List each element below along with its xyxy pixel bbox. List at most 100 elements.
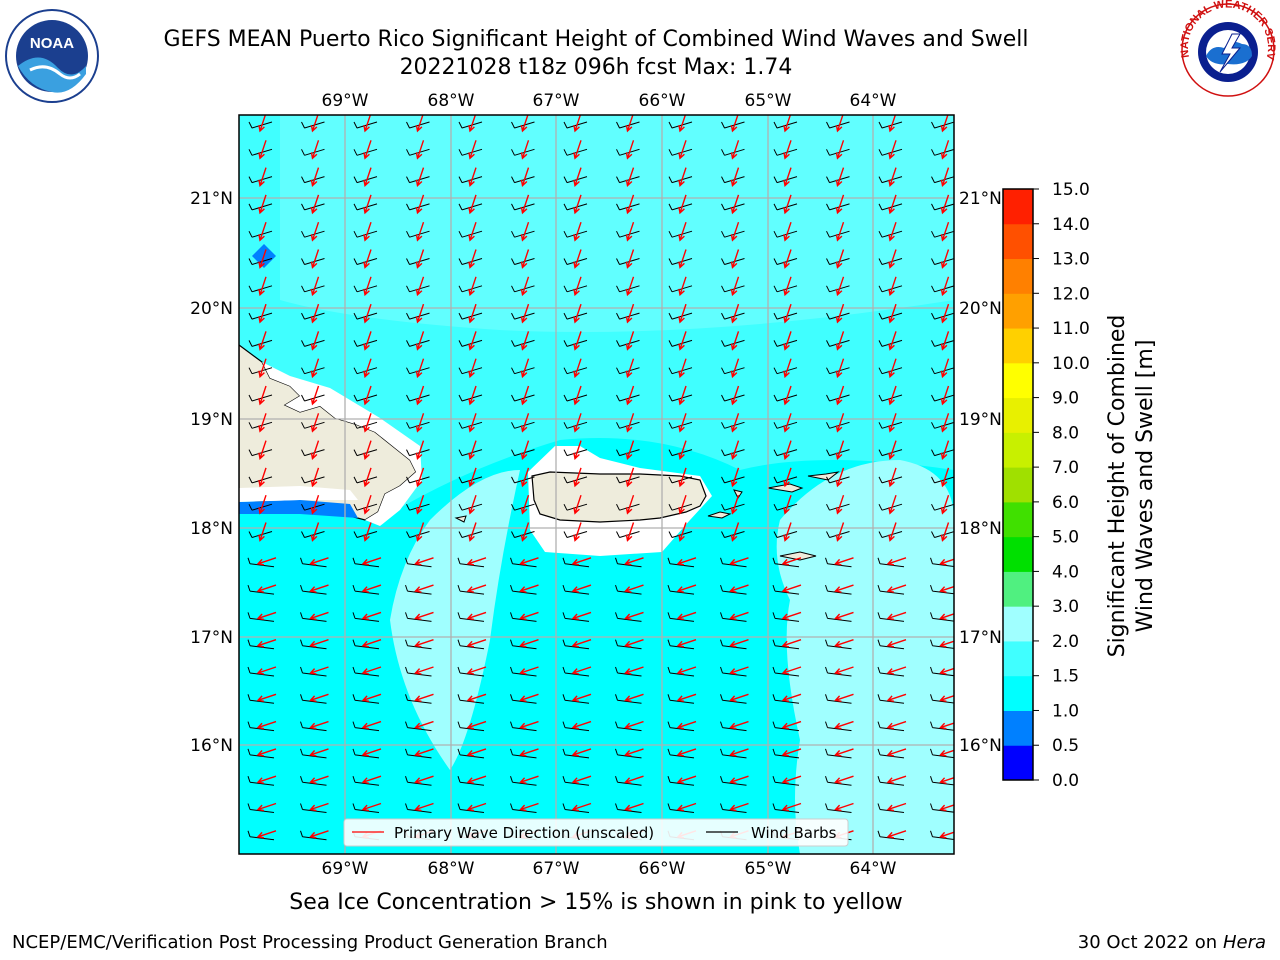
swell-band-west bbox=[390, 470, 520, 770]
footer-date-text: 30 Oct 2022 on bbox=[1077, 932, 1223, 953]
wind-barb bbox=[352, 776, 380, 786]
wind-barb bbox=[562, 557, 590, 568]
wave-direction-arrow bbox=[519, 666, 539, 675]
wave-direction-arrow bbox=[678, 385, 687, 406]
wave-direction-arrow bbox=[940, 413, 950, 433]
wave-direction-arrow bbox=[625, 140, 635, 160]
wave-direction-arrow bbox=[258, 385, 267, 406]
wave-direction-arrow bbox=[468, 167, 477, 187]
wave-direction-arrow bbox=[573, 494, 582, 515]
wave-direction-arrow bbox=[834, 775, 854, 784]
wind-barb bbox=[877, 584, 905, 595]
wave-direction-arrow bbox=[939, 831, 954, 839]
wind-barb bbox=[825, 803, 852, 813]
lat-label-right: 18°N bbox=[959, 519, 1002, 539]
wave-direction-arrow bbox=[466, 802, 487, 812]
wave-direction-arrow bbox=[466, 666, 487, 675]
wave-direction-arrow bbox=[940, 358, 950, 379]
wind-barb bbox=[247, 776, 275, 786]
wave-direction-arrow bbox=[835, 276, 845, 297]
wind-barb bbox=[772, 776, 800, 786]
wave-direction-arrow bbox=[310, 167, 320, 187]
wind-barb bbox=[720, 803, 747, 813]
wave-direction-arrow bbox=[573, 249, 582, 269]
wave-direction-arrow bbox=[309, 775, 329, 784]
wave-direction-arrow bbox=[939, 722, 954, 730]
wave-direction-arrow bbox=[309, 639, 329, 648]
wave-direction-arrow bbox=[939, 558, 954, 566]
wave-direction-arrow bbox=[361, 720, 382, 730]
wave-direction-arrow bbox=[309, 748, 329, 757]
wave-direction-arrow bbox=[415, 440, 425, 460]
wave-direction-arrow bbox=[783, 385, 792, 406]
wave-direction-arrow bbox=[729, 557, 749, 566]
wave-direction-arrow bbox=[730, 140, 740, 160]
wind-barb bbox=[510, 612, 537, 622]
wave-direction-arrow bbox=[415, 167, 425, 187]
colorbar-tick-label: 14.0 bbox=[1052, 215, 1090, 235]
wave-direction-arrow bbox=[309, 720, 329, 730]
wave-direction-arrow bbox=[415, 194, 425, 215]
wave-direction-arrow bbox=[940, 194, 950, 215]
wave-direction-arrow bbox=[783, 194, 792, 215]
wave-direction-arrow bbox=[834, 639, 854, 648]
wind-barb bbox=[457, 584, 485, 595]
wind-barb bbox=[352, 721, 380, 732]
wind-barb bbox=[247, 612, 275, 622]
wave-direction-arrow bbox=[834, 611, 854, 621]
wave-direction-arrow bbox=[415, 331, 425, 351]
nws-logo: NATIONAL WEATHER SERVICE bbox=[1176, 0, 1277, 97]
wave-direction-arrow bbox=[310, 440, 320, 460]
colorbar-tick-label: 9.0 bbox=[1052, 389, 1079, 409]
lon-label-top: 64°W bbox=[850, 91, 897, 111]
wave-direction-arrow bbox=[520, 194, 530, 215]
wave-direction-arrow bbox=[414, 748, 434, 757]
wave-direction-arrow bbox=[783, 331, 792, 351]
wind-barb bbox=[247, 557, 275, 568]
wind-barb bbox=[930, 666, 954, 677]
wave-direction-arrow bbox=[363, 358, 372, 379]
lon-label-bottom: 66°W bbox=[639, 859, 686, 879]
wave-direction-arrow bbox=[886, 557, 907, 566]
wind-barb bbox=[562, 748, 590, 759]
wave-direction-arrow bbox=[624, 611, 644, 621]
wind-barb bbox=[615, 694, 642, 704]
wind-barb bbox=[457, 748, 485, 759]
wave-direction-arrow bbox=[625, 522, 635, 542]
lat-label-left: 20°N bbox=[190, 299, 233, 319]
colorbar-tick-label: 8.0 bbox=[1052, 423, 1079, 443]
legend-barb-label: Wind Barbs bbox=[751, 824, 837, 842]
wave-direction-arrow bbox=[940, 140, 950, 160]
wind-barb bbox=[615, 748, 642, 759]
wave-direction-arrow bbox=[783, 276, 792, 297]
wave-direction-arrow bbox=[888, 467, 897, 488]
wave-direction-arrow bbox=[886, 584, 907, 593]
wind-barb bbox=[510, 776, 537, 786]
wave-direction-arrow bbox=[625, 221, 635, 242]
wave-direction-arrow bbox=[361, 611, 382, 621]
wave-direction-arrow bbox=[571, 720, 592, 730]
swell-band-east bbox=[776, 460, 954, 854]
wave-direction-arrow bbox=[309, 584, 329, 593]
wave-direction-arrow bbox=[940, 276, 950, 297]
wave-direction-arrow bbox=[888, 413, 897, 433]
lat-label-left: 16°N bbox=[190, 736, 233, 756]
wave-direction-arrow bbox=[676, 802, 697, 812]
wave-direction-arrow bbox=[678, 331, 687, 351]
wind-barb bbox=[405, 639, 432, 650]
wave-direction-arrow bbox=[625, 276, 635, 297]
wave-direction-arrow bbox=[466, 584, 487, 593]
wave-direction-arrow bbox=[783, 440, 792, 460]
colorbar-segment bbox=[1003, 223, 1033, 260]
wave-direction-arrow bbox=[888, 358, 897, 379]
wave-direction-arrow bbox=[940, 440, 950, 460]
wave-direction-arrow bbox=[835, 115, 844, 133]
wave-direction-arrow bbox=[309, 802, 329, 812]
noaa-logo-text: NOAA bbox=[30, 35, 74, 52]
wave-direction-arrow bbox=[676, 557, 697, 566]
wave-direction-arrow bbox=[520, 467, 530, 488]
wave-direction-arrow bbox=[256, 775, 277, 784]
wave-direction-arrow bbox=[625, 440, 635, 460]
wave-direction-arrow bbox=[781, 611, 802, 621]
wind-barb bbox=[615, 612, 642, 622]
